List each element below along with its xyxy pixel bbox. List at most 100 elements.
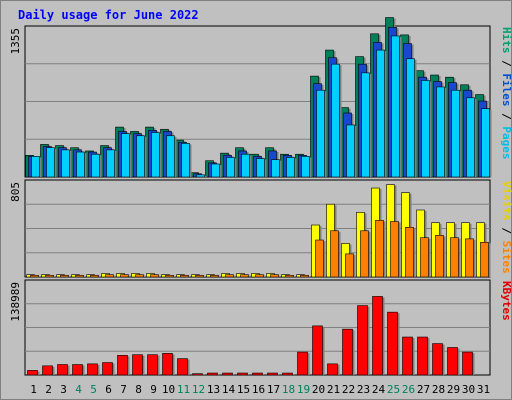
bar-pages-day-30 (466, 97, 475, 178)
bar-sites-day-20 (315, 239, 324, 278)
bar-sites-day-22 (345, 253, 354, 278)
bar-pages-day-21 (331, 63, 340, 178)
bar-kbytes-day-24 (372, 296, 383, 376)
x-tick-label: 13 (207, 383, 220, 396)
bar-kbytes-day-12 (192, 373, 203, 376)
bar-kbytes-day-19 (297, 351, 308, 376)
y-max-label: 138989 (9, 282, 22, 322)
y-max-label: 1355 (9, 28, 22, 55)
x-tick-label: 16 (252, 383, 265, 396)
bar-sites-day-21 (330, 230, 339, 278)
x-tick-label: 26 (402, 383, 415, 396)
bar-pages-day-13 (211, 163, 220, 178)
x-tick-label: 29 (447, 383, 460, 396)
bar-kbytes-day-16 (252, 372, 263, 376)
x-tick-label: 7 (120, 383, 127, 396)
x-tick-label: 20 (312, 383, 325, 396)
bar-kbytes-day-10 (162, 353, 173, 376)
y-max-label: 805 (9, 182, 22, 202)
bar-pages-day-6 (106, 149, 115, 178)
bar-sites-day-7 (120, 274, 129, 278)
x-tick-label: 9 (150, 383, 157, 396)
bar-sites-day-31 (480, 242, 489, 278)
bar-pages-day-18 (286, 157, 295, 178)
bar-kbytes-day-4 (72, 364, 83, 376)
bar-pages-day-4 (76, 151, 85, 178)
x-tick-label: 24 (372, 383, 386, 396)
bar-kbytes-day-18 (282, 372, 293, 376)
bar-sites-day-3 (60, 274, 69, 278)
bar-pages-day-8 (136, 135, 145, 178)
series-legend: Hits / Files / Pages (500, 27, 512, 160)
bar-pages-day-16 (256, 158, 265, 178)
bar-pages-day-19 (301, 156, 310, 178)
bar-sites-day-19 (300, 274, 309, 278)
bar-pages-day-20 (316, 89, 325, 178)
bar-sites-day-26 (405, 227, 414, 278)
x-tick-label: 30 (462, 383, 475, 396)
bar-sites-day-12 (195, 274, 204, 278)
x-tick-label: 19 (297, 383, 310, 396)
x-tick-label: 18 (282, 383, 295, 396)
bar-sites-day-25 (390, 221, 399, 278)
bar-pages-day-1 (31, 156, 40, 178)
bar-sites-day-10 (165, 274, 174, 278)
bar-sites-day-4 (75, 274, 84, 278)
bar-sites-day-15 (240, 274, 249, 278)
panel-top: 1355 Hits / Files / Pages (9, 17, 512, 178)
bar-sites-day-28 (435, 235, 444, 278)
bar-kbytes-day-17 (267, 372, 278, 376)
panel-middle: 805 Visits / Sites (9, 179, 512, 278)
x-tick-label: 31 (477, 383, 490, 396)
bar-kbytes-day-22 (342, 328, 353, 376)
bar-sites-day-23 (360, 230, 369, 278)
bar-kbytes-day-14 (222, 372, 233, 376)
series-pages (31, 35, 492, 178)
bar-kbytes-day-20 (312, 325, 323, 376)
x-tick-label: 8 (135, 383, 142, 396)
bar-sites-day-29 (450, 237, 459, 278)
x-tick-label: 12 (192, 383, 205, 396)
bar-pages-day-7 (121, 133, 130, 178)
bar-kbytes-day-5 (87, 363, 98, 376)
series-legend: KBytes (500, 281, 512, 321)
bar-kbytes-day-27 (417, 336, 428, 376)
x-tick-label: 11 (177, 383, 190, 396)
bar-pages-day-3 (61, 149, 70, 178)
legend-visits: Visits (500, 181, 512, 221)
legend-separator: / (500, 107, 512, 127)
x-tick-label: 10 (162, 383, 175, 396)
legend-sites: Sites (500, 241, 512, 274)
x-tick-label: 4 (75, 383, 82, 396)
bar-pages-day-28 (436, 86, 445, 178)
series-sites (30, 220, 491, 278)
bar-sites-day-18 (285, 274, 294, 278)
x-tick-label: 3 (60, 383, 67, 396)
x-tick-label: 14 (222, 383, 236, 396)
series-legend: Visits / Sites (500, 181, 512, 274)
bar-kbytes-day-15 (237, 372, 248, 376)
legend-hits: Hits (500, 27, 512, 54)
legend-files: Files (500, 73, 512, 106)
bar-sites-day-30 (465, 238, 474, 278)
bar-kbytes-day-2 (42, 365, 53, 376)
x-tick-label: 22 (342, 383, 355, 396)
bar-kbytes-day-26 (402, 336, 413, 376)
x-tick-label: 25 (387, 383, 400, 396)
bar-kbytes-day-30 (462, 351, 473, 376)
bar-pages-day-2 (46, 147, 55, 178)
bar-sites-day-8 (135, 274, 144, 278)
bar-pages-day-11 (181, 143, 190, 178)
legend-kbytes: KBytes (500, 281, 512, 321)
panel-bottom: 138989 KBytes (9, 279, 512, 376)
x-tick-label: 5 (90, 383, 97, 396)
bar-pages-day-24 (376, 49, 385, 178)
bar-sites-day-16 (255, 274, 264, 278)
bar-pages-day-31 (481, 108, 490, 178)
bar-sites-day-9 (150, 274, 159, 278)
bar-sites-day-27 (420, 237, 429, 278)
bar-sites-day-6 (105, 274, 114, 278)
legend-separator: / (500, 54, 512, 74)
x-tick-label: 23 (357, 383, 370, 396)
